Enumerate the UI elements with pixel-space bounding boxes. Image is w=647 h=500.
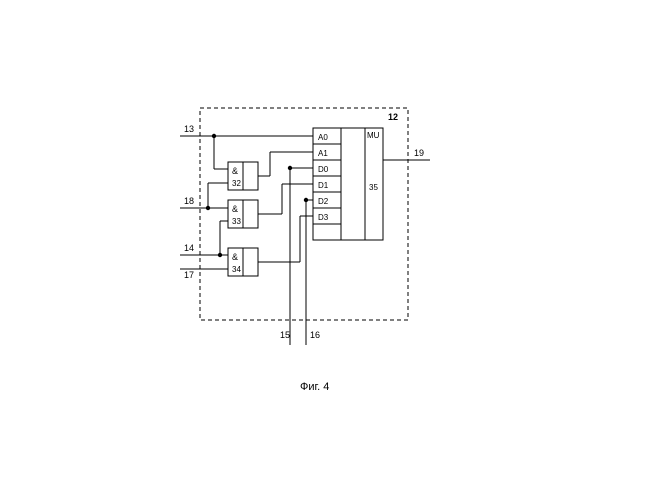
ext-label-18: 18	[184, 196, 194, 206]
ext-label-13: 13	[184, 124, 194, 134]
gate-32-number: 32	[232, 179, 241, 188]
figure-caption: Фиг. 4	[300, 381, 329, 393]
ext-label-16: 16	[310, 330, 320, 340]
ext-label-15: 15	[280, 330, 290, 340]
ext-label-17: 17	[184, 270, 194, 280]
mux-type-label: MU	[367, 131, 380, 140]
junction-15	[288, 166, 292, 170]
mux-pin-d1: D1	[318, 181, 329, 190]
gate-34-symbol: &	[232, 252, 238, 262]
mux-pin-d0: D0	[318, 165, 329, 174]
mux-pin-d3: D3	[318, 213, 329, 222]
gate-32-symbol: &	[232, 166, 238, 176]
gate-33-symbol: &	[232, 204, 238, 214]
gate-34-number: 34	[232, 265, 241, 274]
block-label: 12	[388, 112, 398, 122]
junction-16	[304, 198, 308, 202]
mux-pin-d2: D2	[318, 197, 329, 206]
mux-pin-a1: A1	[318, 149, 328, 158]
ext-label-19: 19	[414, 148, 424, 158]
mux-pin-a0: A0	[318, 133, 328, 142]
ext-label-14: 14	[184, 243, 194, 253]
mux-number: 35	[369, 183, 378, 192]
gate-33-number: 33	[232, 217, 241, 226]
